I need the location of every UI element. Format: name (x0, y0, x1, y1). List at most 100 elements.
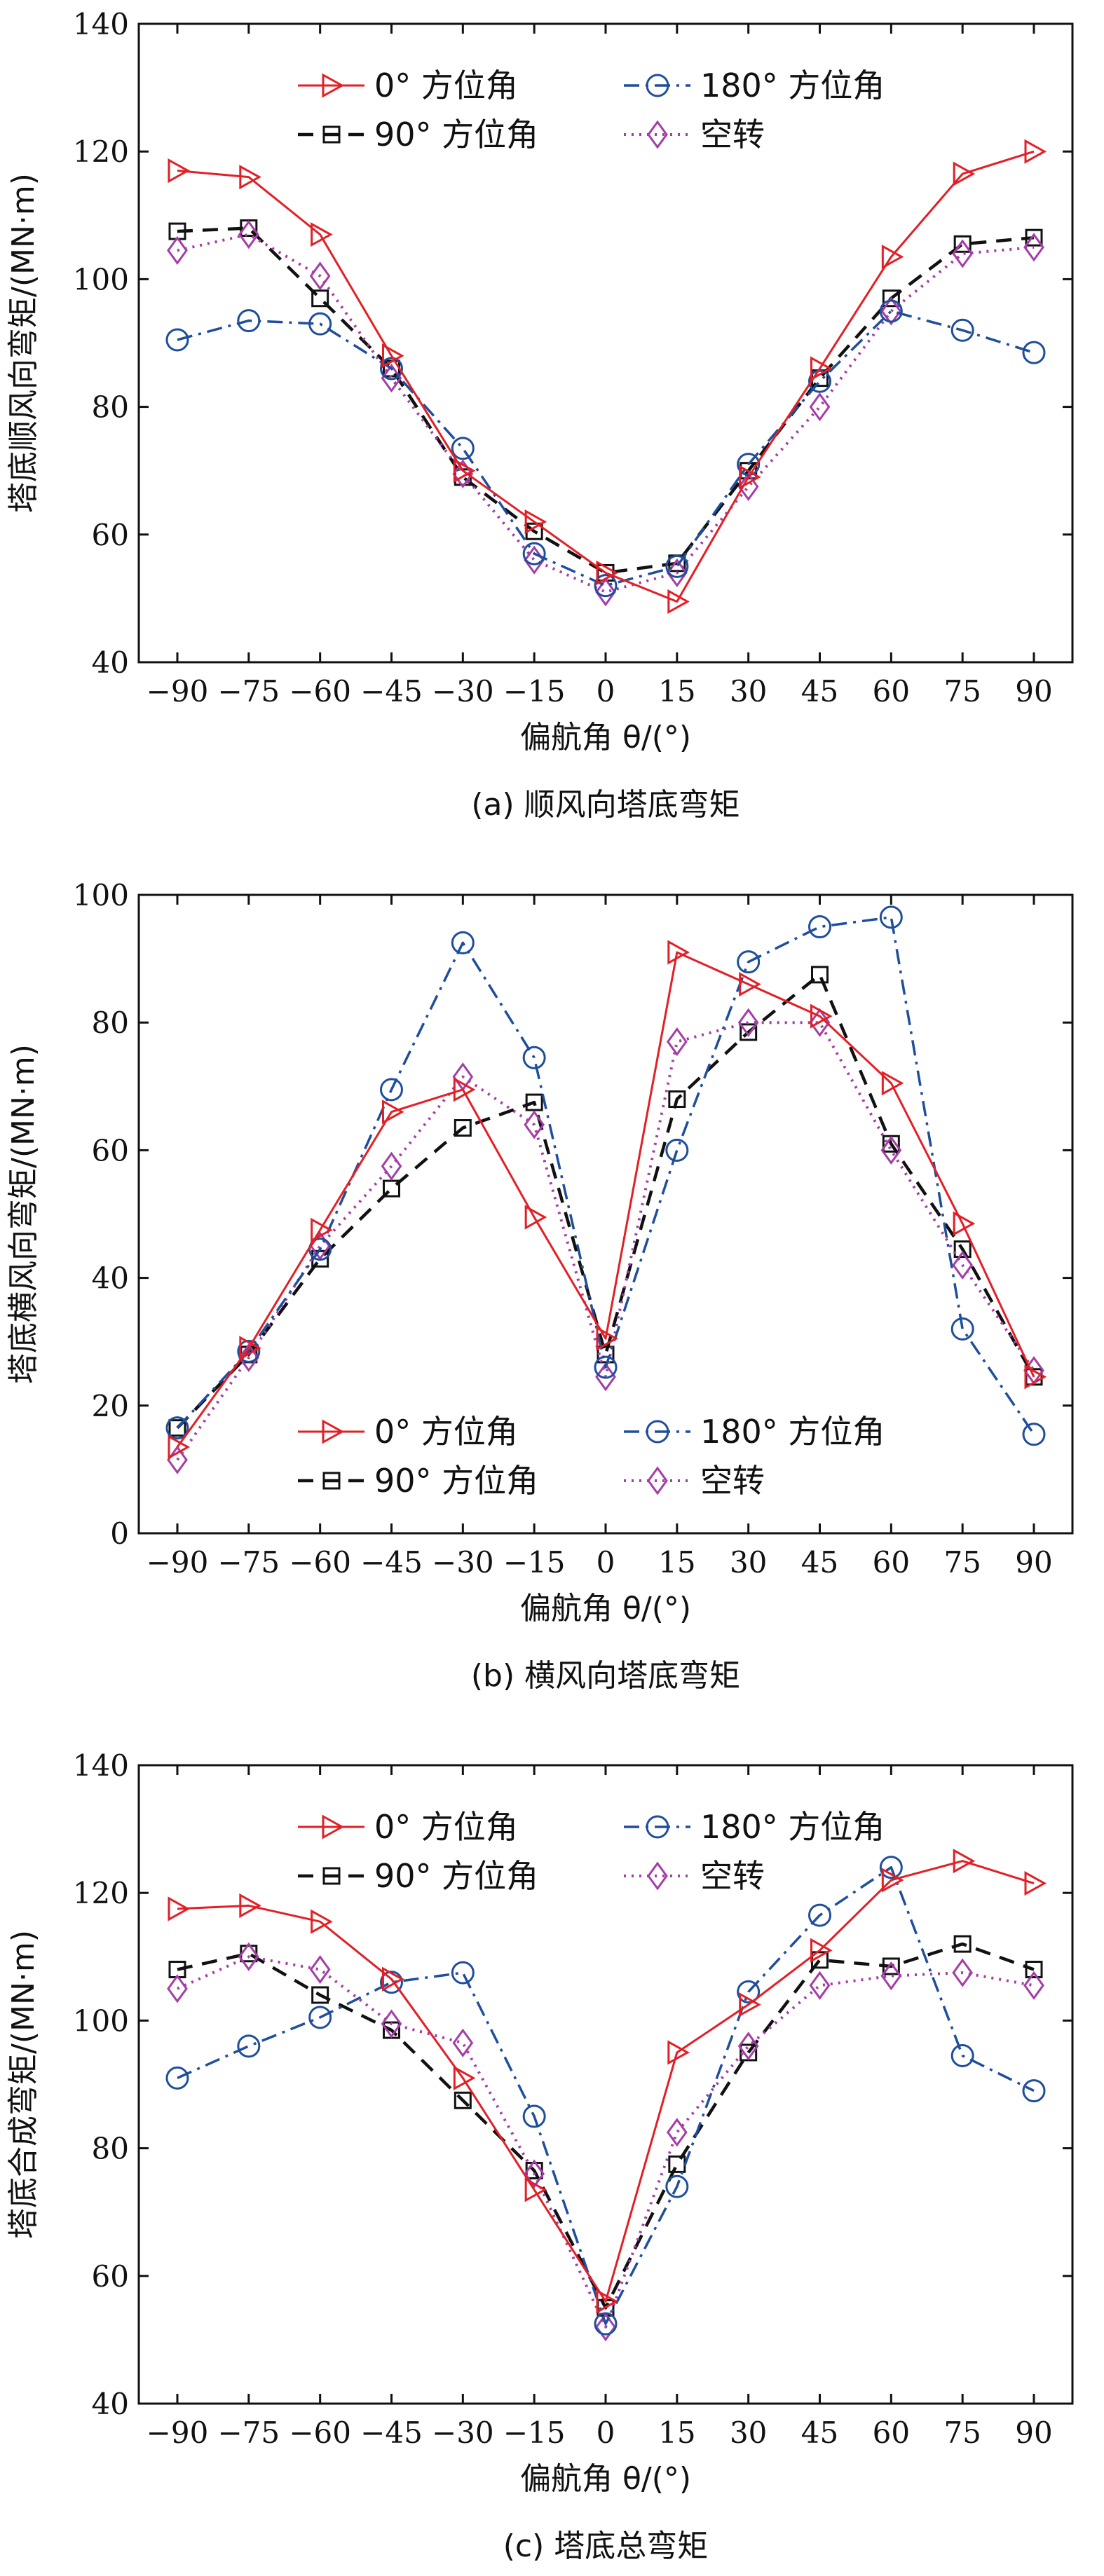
series-line (177, 1866, 1035, 2325)
legend-label: 空转 (700, 1857, 765, 1895)
data-point (809, 1971, 831, 2000)
data-point (953, 161, 976, 186)
series-line (177, 226, 1035, 575)
data-point (452, 2028, 474, 2057)
data-point (311, 1217, 333, 1242)
data-point (739, 1992, 761, 2017)
data-point (1025, 1961, 1043, 1979)
data-point (379, 1078, 403, 1102)
y-axis-title: 塔底顺风向弯矩/(MN·m) (6, 173, 41, 513)
data-point (1022, 2079, 1046, 2103)
legend-item: 180° 方位角 (624, 1413, 885, 1451)
data-point (167, 235, 188, 265)
legend-label: 90° 方位角 (374, 1462, 538, 1500)
data-point (237, 1339, 261, 1363)
data-point (739, 971, 761, 997)
data-point (950, 2044, 974, 2068)
legend-label: 180° 方位角 (700, 1808, 885, 1846)
data-point (1024, 1870, 1047, 1896)
x-tick-label: −15 (503, 1545, 566, 1580)
x-tick-label: 45 (801, 674, 838, 708)
data-point (810, 1938, 833, 1963)
data-point (1023, 1971, 1044, 2000)
data-point (810, 356, 833, 381)
legend-marker (322, 1867, 341, 1885)
y-axis-title: 塔底合成弯矩/(MN·m) (6, 1930, 41, 2239)
y-tick-label: 40 (92, 2387, 129, 2421)
x-tick-label: −45 (360, 2416, 423, 2450)
legend-marker (322, 1814, 345, 1839)
data-point (1022, 341, 1046, 364)
series-1 (168, 139, 1047, 615)
data-point (1023, 233, 1044, 262)
data-point (311, 1909, 333, 1934)
x-tick-label: −75 (218, 1545, 280, 1580)
y-tick-label: 60 (92, 1133, 129, 1167)
series-line (177, 1860, 1035, 2303)
legend-marker (322, 73, 345, 98)
data-point (953, 1211, 976, 1236)
data-point (524, 509, 547, 535)
data-point (810, 1003, 833, 1029)
data-point (739, 465, 761, 490)
legend: 0° 方位角 180° 方位角 90° 方位角 空转 (298, 1808, 885, 1895)
data-point (740, 1023, 758, 1041)
data-point (666, 1027, 688, 1057)
data-point (311, 222, 333, 247)
data-point (880, 1135, 902, 1165)
data-point (668, 1090, 686, 1109)
data-point (950, 318, 974, 342)
y-tick-label: 100 (73, 2003, 129, 2038)
legend-marker (646, 74, 669, 97)
data-point (522, 542, 546, 566)
legend-label: 空转 (700, 116, 765, 153)
x-tick-label: −75 (218, 2416, 280, 2450)
data-point (596, 1326, 619, 1351)
data-point (524, 545, 545, 575)
data-point (379, 1971, 403, 1994)
data-point (524, 1205, 547, 1230)
data-point (1024, 1364, 1047, 1390)
data-point (594, 1355, 618, 1379)
data-point (953, 235, 972, 253)
y-tick-label: 100 (73, 262, 129, 296)
legend-marker (322, 1419, 345, 1444)
series-line (177, 1942, 1035, 2310)
legend-item: 空转 (624, 1857, 765, 1895)
data-point (454, 1119, 472, 1137)
data-point (524, 1110, 545, 1139)
x-tick-label: −30 (432, 674, 494, 708)
data-point (665, 554, 689, 578)
data-point (524, 2177, 547, 2202)
data-point (594, 574, 618, 598)
x-tick-label: 0 (597, 674, 615, 708)
data-point (381, 1099, 404, 1125)
data-point (953, 1849, 976, 1874)
data-point (880, 296, 902, 326)
data-point (165, 1416, 189, 1440)
data-point (452, 459, 474, 488)
legend-item: 90° 方位角 (298, 1857, 538, 1895)
y-tick-label: 120 (73, 1876, 129, 1910)
data-point (667, 2040, 690, 2065)
data-point (451, 1961, 475, 1985)
x-tick-label: 45 (801, 2416, 838, 2450)
data-point (881, 1868, 904, 1893)
data-point (668, 2155, 686, 2173)
legend: 0° 方位角 180° 方位角 90° 方位角 空转 (298, 1413, 885, 1500)
data-point (451, 931, 475, 954)
x-tick-label: 30 (730, 2416, 767, 2450)
data-point (737, 1008, 759, 1037)
y-tick-label: 0 (110, 1516, 129, 1551)
x-axis-title: 偏航角 θ/(°) (520, 720, 691, 755)
data-point (311, 289, 329, 308)
data-point (168, 158, 191, 184)
legend-label: 180° 方位角 (700, 67, 885, 104)
data-point (522, 1046, 546, 1069)
data-point (381, 1151, 402, 1181)
series-line (177, 1955, 1035, 2329)
data-point (952, 1250, 974, 1280)
legend-item: 空转 (624, 116, 765, 153)
x-tick-label: −45 (360, 1545, 423, 1580)
